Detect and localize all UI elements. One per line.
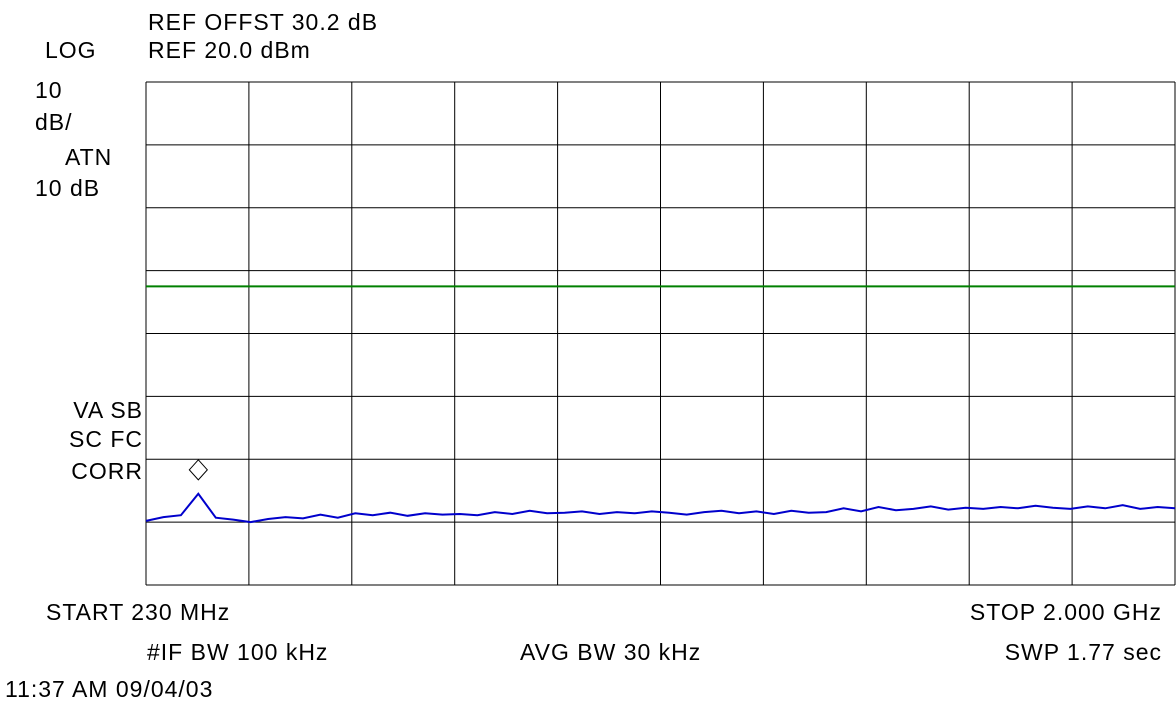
- marker: [188, 459, 208, 481]
- screen-label: START 230 MHz: [46, 599, 230, 625]
- trace: [145, 492, 1176, 524]
- screen-label: REF 20.0 dBm: [148, 37, 311, 63]
- screen-label: 11:37 AM 09/04/03: [5, 676, 213, 702]
- screen-label: 10 dB: [35, 175, 100, 201]
- screen-label: SC FC: [69, 426, 143, 452]
- screen-label: SWP 1.77 sec: [1005, 639, 1162, 665]
- screen-label: ATN: [65, 144, 112, 170]
- screen-label: LOG: [45, 37, 97, 63]
- screen-label: AVG BW 30 kHz: [520, 639, 701, 665]
- screen-label: 10: [35, 77, 63, 103]
- screen-label: REF OFFST 30.2 dB: [148, 9, 378, 35]
- screen-label: #IF BW 100 kHz: [147, 639, 328, 665]
- screen-label: CORR: [71, 458, 143, 484]
- screen-label: STOP 2.000 GHz: [970, 599, 1162, 625]
- screen-label: dB/: [35, 109, 73, 135]
- screen-label: VA SB: [73, 397, 143, 423]
